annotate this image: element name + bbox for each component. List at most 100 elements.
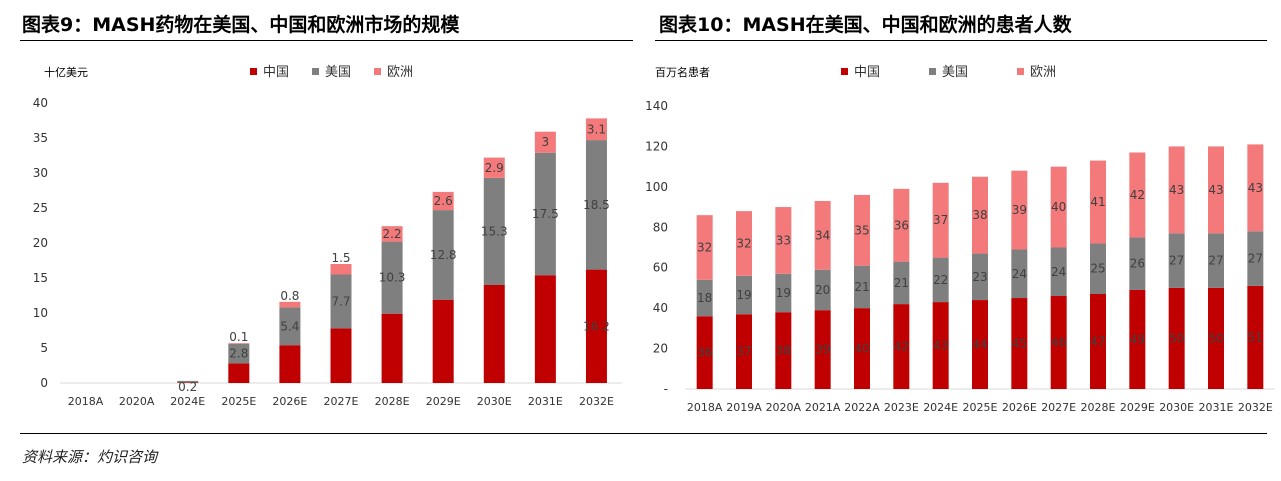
- bar-segment: [814, 201, 831, 270]
- y-tick-label: 35: [33, 131, 48, 145]
- data-label: 46: [1051, 336, 1066, 350]
- bar-segment: [1208, 233, 1224, 288]
- bar-segment: [696, 215, 713, 280]
- data-label: 38: [972, 208, 987, 222]
- x-tick-label: 2029E: [1120, 401, 1155, 414]
- data-label: 16.2: [583, 319, 610, 333]
- x-tick-label: 2030E: [1159, 401, 1194, 414]
- bar-segment: [893, 304, 910, 389]
- data-label: 27: [1169, 254, 1184, 268]
- data-label: 12.8: [430, 248, 457, 262]
- bar-segment: [1247, 285, 1264, 389]
- bar-segment: [814, 310, 831, 389]
- legend-label-0: 中国: [263, 65, 289, 80]
- bar-segment: [534, 131, 556, 153]
- legend-label-1: 美国: [942, 65, 968, 80]
- data-label: 19: [776, 286, 791, 300]
- data-label: 50: [1208, 331, 1223, 345]
- y-tick-label: 80: [653, 220, 668, 234]
- x-tick-label: 2021A: [805, 401, 841, 414]
- patient-count-chart: 百万名患者 中国 美国 欧洲 - 20 40 60 80 100 120 140 36 18 32 2018A…: [645, 65, 1275, 414]
- bar-segment: [330, 328, 352, 383]
- data-label: 7.7: [331, 294, 350, 308]
- data-label: 39: [1012, 203, 1027, 217]
- bar-segment: [1208, 287, 1224, 389]
- data-label: 50: [1169, 331, 1184, 345]
- legend-label-0: 中国: [854, 65, 880, 80]
- legend-swatch-0: [250, 68, 257, 75]
- bar-segment: [585, 269, 607, 383]
- unit-label: 百万名患者: [655, 65, 710, 79]
- bar-segment: [1168, 146, 1185, 234]
- data-label: 20: [815, 283, 830, 297]
- bar-segment: [279, 345, 301, 383]
- bar-segment: [696, 279, 713, 317]
- bar-segment: [330, 274, 352, 329]
- x-tick-label: 2026E: [1002, 401, 1037, 414]
- x-tick-label: 2024E: [923, 401, 958, 414]
- bar-segment: [893, 188, 910, 262]
- data-label: 22: [933, 273, 948, 287]
- data-label: 0.1: [229, 330, 248, 344]
- y-tick-label: 140: [645, 99, 668, 113]
- data-label: 42: [894, 340, 909, 354]
- data-label: 43: [1248, 181, 1263, 195]
- x-tick-label: 2032E: [579, 395, 614, 408]
- data-label: 34: [815, 228, 830, 242]
- x-tick-label: 2025E: [221, 395, 256, 408]
- bar-segment: [1011, 298, 1028, 389]
- y-tick-label: 40: [33, 96, 48, 110]
- bar-segment: [279, 301, 301, 308]
- bar-segment: [585, 118, 607, 141]
- bar-segment: [972, 253, 988, 301]
- bar-segment: [1011, 170, 1028, 250]
- x-tick-label: 2022A: [844, 401, 880, 414]
- data-label: 18.5: [583, 198, 610, 212]
- bar-segment: [814, 269, 831, 311]
- data-label: 45: [1012, 337, 1027, 351]
- bar-segment: [534, 275, 556, 383]
- x-tick-label: 2032E: [1238, 401, 1273, 414]
- x-tick-label: 2023E: [884, 401, 919, 414]
- y-tick-label: 10: [33, 306, 48, 320]
- data-label: 24: [1051, 265, 1066, 279]
- bar-segment: [1050, 166, 1067, 248]
- data-label: 40: [854, 342, 869, 356]
- bar-segment: [1129, 152, 1146, 238]
- legend-label-2: 欧洲: [1030, 65, 1056, 80]
- y-tick-label: 60: [653, 261, 668, 275]
- x-tick-label: 2026E: [272, 395, 307, 408]
- x-tick-label: 2020A: [119, 395, 155, 408]
- bar-segment: [228, 363, 250, 383]
- bar-segment: [1247, 144, 1264, 232]
- bar-segment: [330, 264, 352, 275]
- title-rule-right: [655, 40, 1267, 41]
- x-tick-label: 2028E: [1081, 401, 1116, 414]
- y-tick-label: 40: [653, 301, 668, 315]
- data-label: 0.8: [280, 289, 299, 303]
- data-label: 27: [1248, 252, 1263, 266]
- bar-segment: [381, 226, 403, 242]
- data-label: 37: [736, 345, 751, 359]
- bar-segment: [1090, 293, 1106, 389]
- data-label: 49: [1130, 332, 1145, 346]
- bar-segment: [1129, 289, 1146, 389]
- data-label: 43: [1169, 183, 1184, 197]
- data-label: 2.8: [229, 347, 248, 361]
- legend-label-1: 美国: [325, 65, 351, 80]
- data-label: 36: [894, 218, 909, 232]
- bar-segment: [932, 302, 949, 389]
- bar-segment: [483, 157, 505, 178]
- data-label: 47: [1090, 334, 1105, 348]
- x-tick-label: 2030E: [477, 395, 512, 408]
- x-tick-label: 2020A: [766, 401, 802, 414]
- data-label: 27: [1208, 254, 1223, 268]
- data-label: 43: [1208, 183, 1223, 197]
- y-tick-label: 15: [33, 271, 48, 285]
- bar-segment: [696, 316, 713, 389]
- x-tick-label: 2024E: [170, 395, 205, 408]
- data-label: 26: [1130, 257, 1145, 271]
- bar-segment: [972, 300, 988, 389]
- legend-swatch-2: [1017, 68, 1024, 75]
- bar-segment: [972, 176, 988, 254]
